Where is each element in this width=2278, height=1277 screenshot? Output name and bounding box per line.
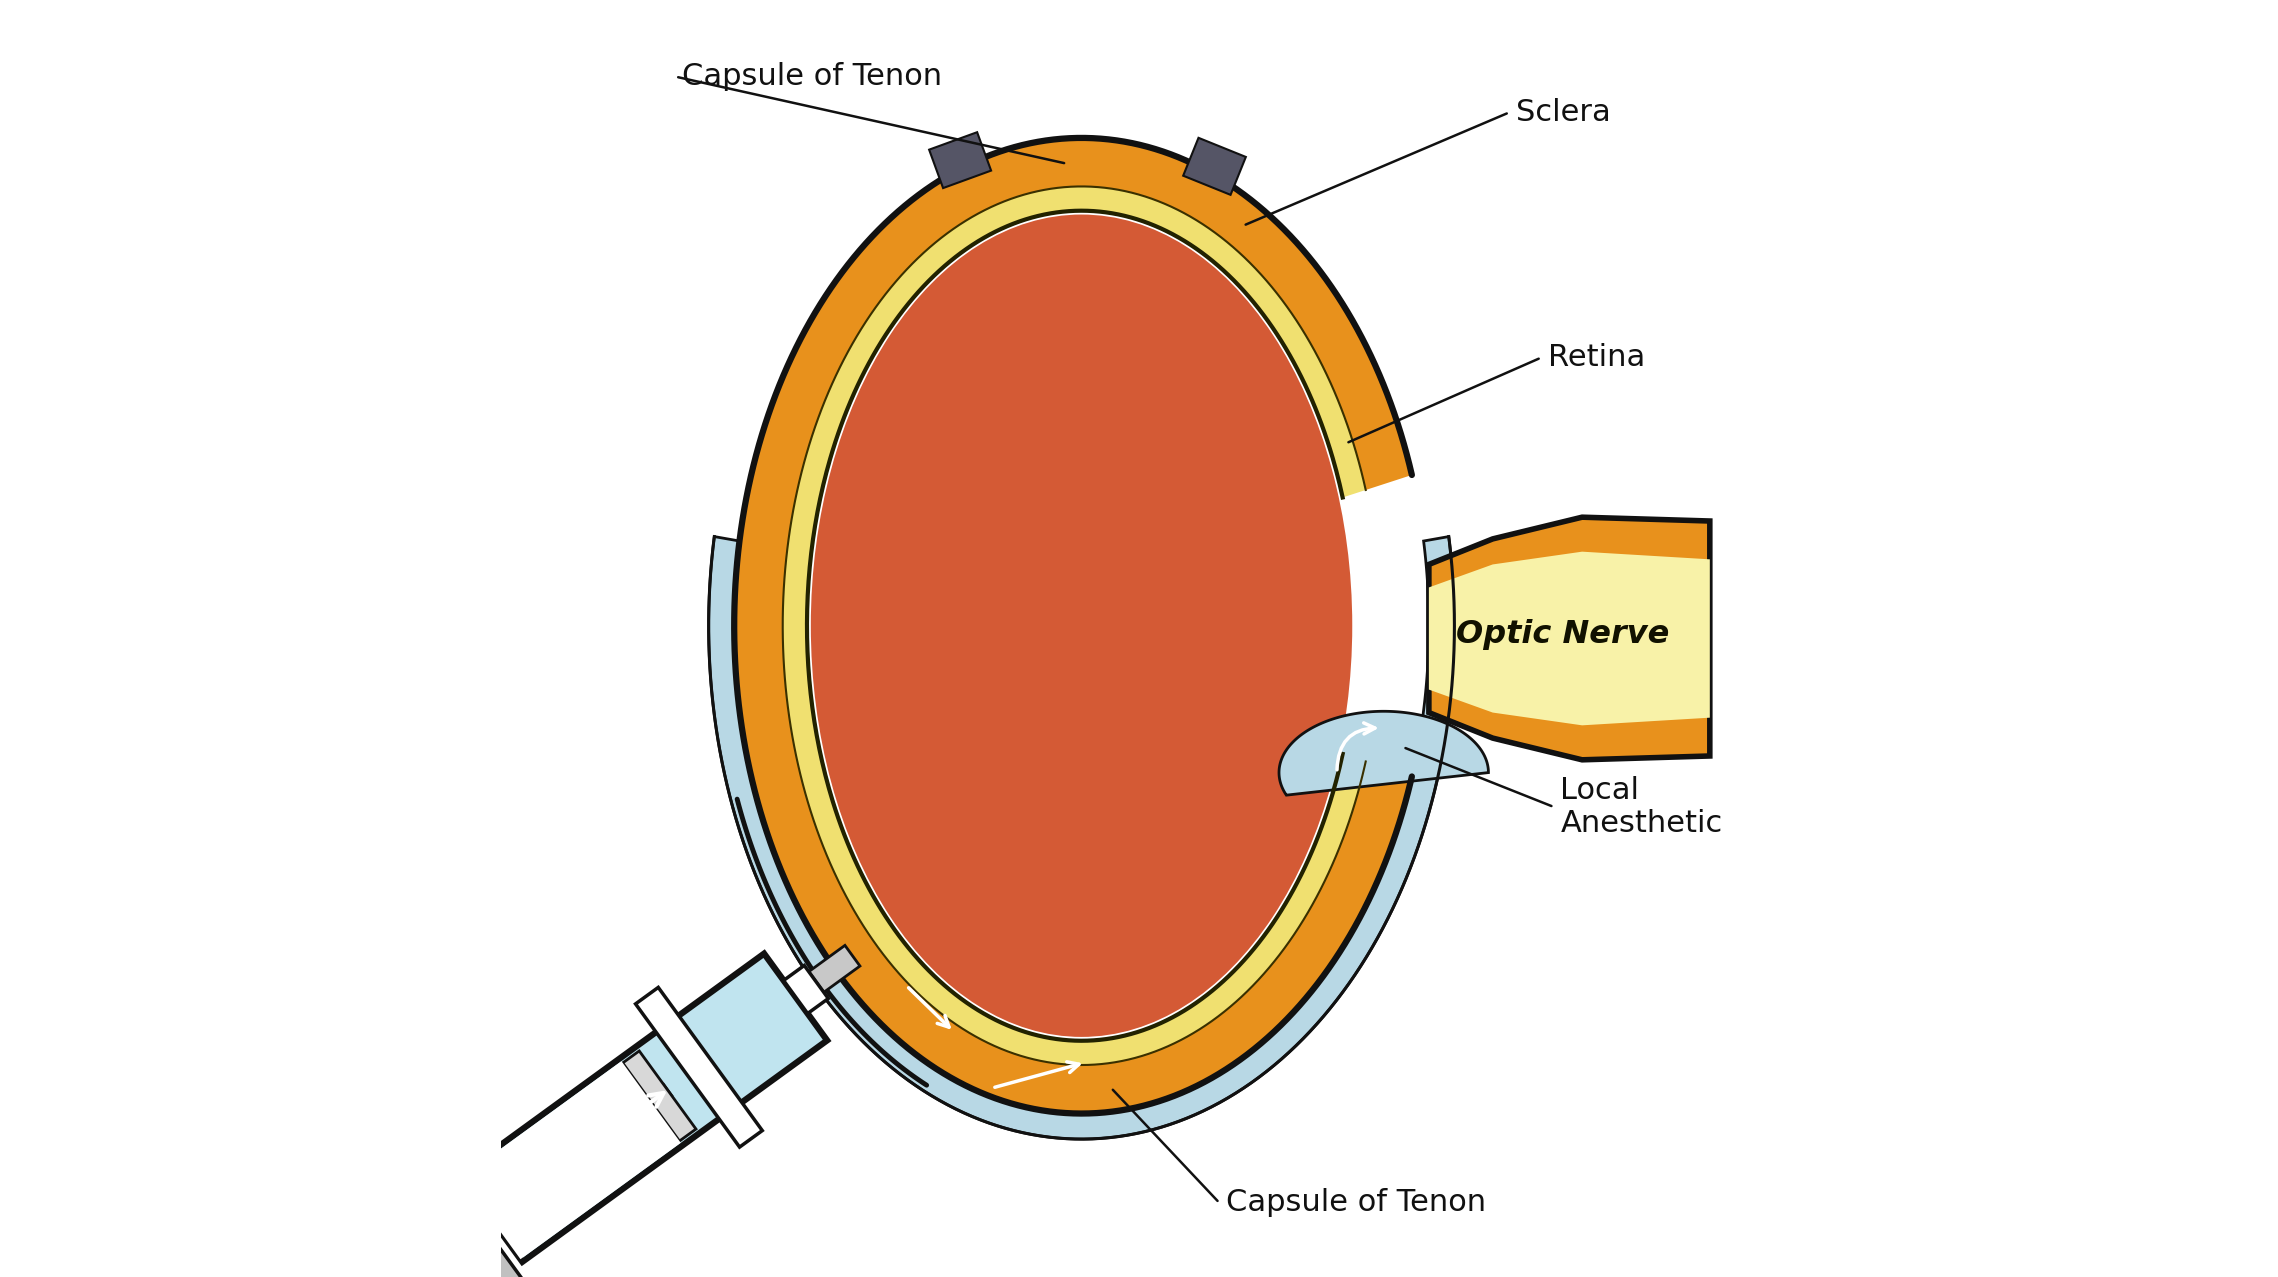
Text: Capsule of Tenon: Capsule of Tenon — [1226, 1189, 1485, 1217]
Polygon shape — [460, 1061, 681, 1259]
Text: Retina: Retina — [1547, 344, 1645, 372]
Polygon shape — [1428, 552, 1711, 725]
Polygon shape — [1428, 517, 1711, 760]
Polygon shape — [809, 945, 861, 992]
Polygon shape — [1278, 711, 1488, 796]
Text: Optic Nerve: Optic Nerve — [1456, 619, 1670, 650]
Text: Capsule of Tenon: Capsule of Tenon — [681, 63, 943, 91]
Text: Sclera: Sclera — [1515, 98, 1611, 126]
Ellipse shape — [811, 215, 1353, 1037]
Polygon shape — [734, 138, 1412, 1114]
Polygon shape — [1182, 138, 1246, 195]
Polygon shape — [403, 1147, 540, 1277]
Text: Local
Anesthetic: Local Anesthetic — [1560, 775, 1722, 839]
Polygon shape — [433, 1216, 487, 1268]
Polygon shape — [784, 186, 1367, 1065]
Polygon shape — [636, 987, 763, 1147]
Polygon shape — [784, 965, 829, 1014]
Polygon shape — [622, 1051, 697, 1142]
Polygon shape — [460, 954, 827, 1262]
Polygon shape — [929, 133, 991, 188]
Polygon shape — [708, 536, 1453, 1139]
Polygon shape — [497, 1084, 672, 1217]
